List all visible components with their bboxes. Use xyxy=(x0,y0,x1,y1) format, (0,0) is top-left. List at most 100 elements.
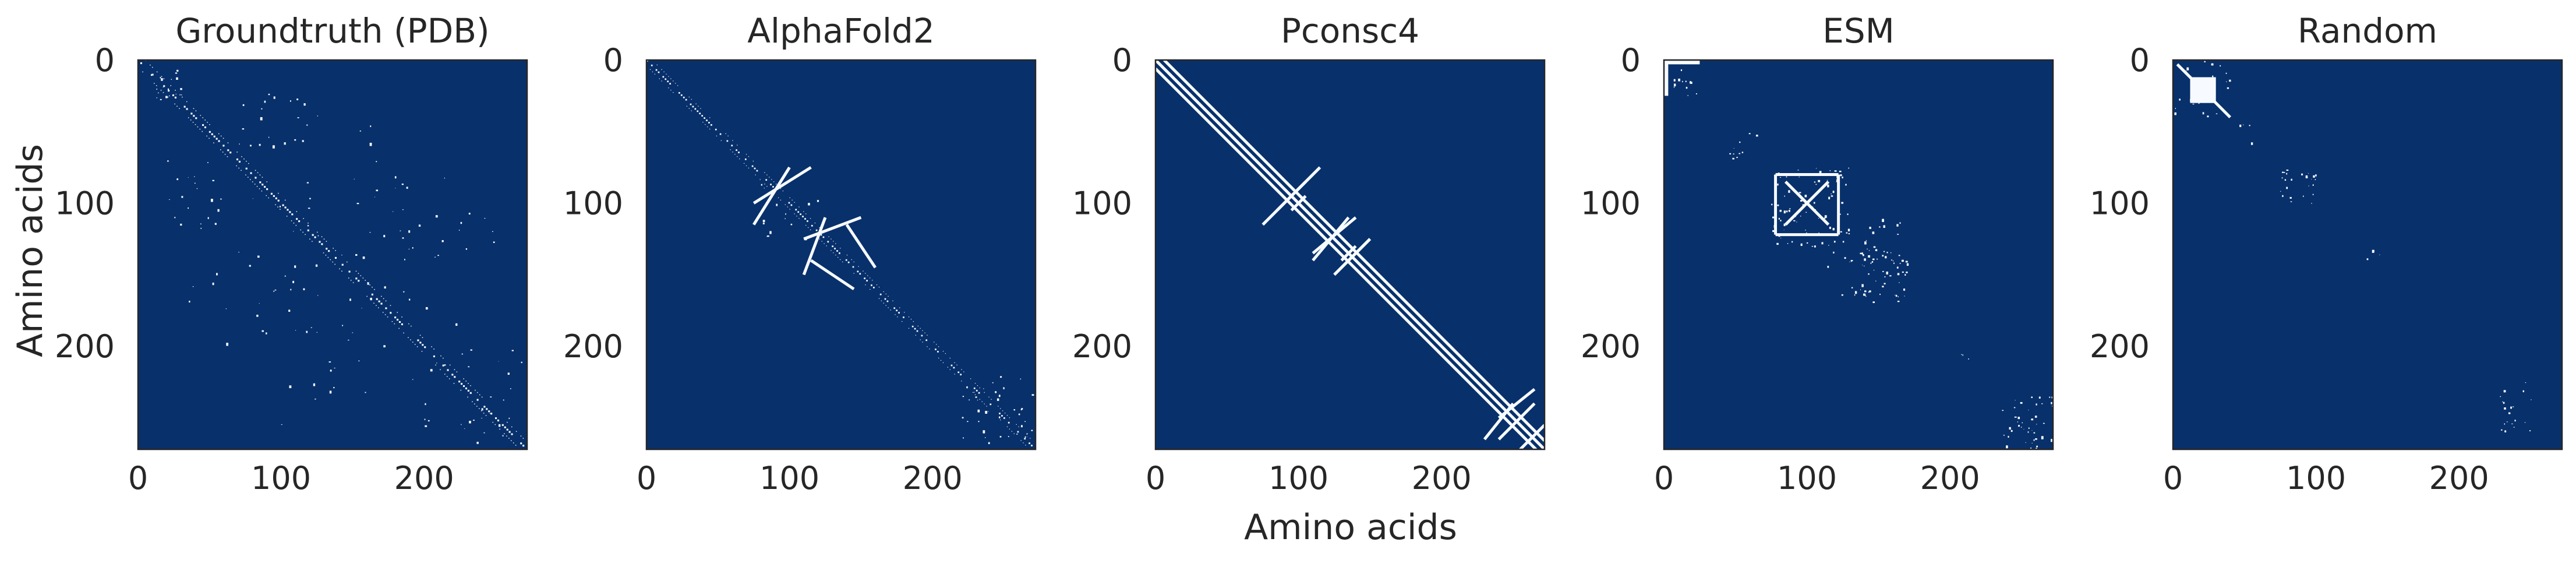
contact-cell xyxy=(1891,259,1893,261)
contact-cell xyxy=(408,298,411,301)
contact-cell xyxy=(962,396,964,397)
contact-cell xyxy=(1017,431,1019,433)
contact-cell xyxy=(1860,289,1861,290)
contact-cell xyxy=(352,332,354,333)
contact-cell xyxy=(683,96,685,98)
contact-cell xyxy=(798,218,800,219)
contact-cell xyxy=(2010,430,2013,432)
contact-cell xyxy=(659,78,660,79)
contact-cell xyxy=(1804,195,1807,198)
contact-cell xyxy=(2023,429,2024,430)
contact-cell xyxy=(2366,258,2369,261)
contact-cell xyxy=(1018,413,1020,416)
x-tick-label: 200 xyxy=(1920,460,1980,497)
contact-cell xyxy=(2033,432,2036,434)
contact-cell xyxy=(152,66,153,68)
contact-cell xyxy=(790,204,793,206)
x-tick-label: 0 xyxy=(128,460,148,497)
contact-cell xyxy=(2225,72,2227,74)
contact-cell xyxy=(1788,190,1790,193)
contact-cell xyxy=(268,136,270,138)
contact-cell xyxy=(412,247,414,249)
contact-cell xyxy=(785,213,786,215)
contact-cell xyxy=(1818,232,1819,234)
contact-cell xyxy=(200,223,202,225)
contact-cell xyxy=(356,203,359,205)
contact-cell xyxy=(2051,396,2053,398)
contact-cell xyxy=(401,316,402,318)
contact-cell xyxy=(839,252,840,254)
contact-cell xyxy=(294,265,296,268)
contact-cell xyxy=(354,178,355,180)
contact-cell xyxy=(1882,219,1884,222)
contact-cell xyxy=(867,275,868,276)
contact-cell xyxy=(245,167,248,170)
contact-cell xyxy=(461,353,463,355)
panel-3: ESM 0 100 200 0 100 200 xyxy=(1581,11,2054,497)
contact-cell xyxy=(515,431,517,432)
contact-cell xyxy=(2203,90,2204,91)
contact-cell xyxy=(259,181,262,184)
contact-cell xyxy=(2305,175,2308,178)
contact-cell xyxy=(688,108,690,109)
contact-cell xyxy=(397,319,399,321)
contact-cell xyxy=(1889,275,1892,277)
contact-cell xyxy=(378,300,380,302)
contact-cell xyxy=(217,209,220,212)
contact-cell xyxy=(662,76,665,78)
contact-cell xyxy=(2038,396,2041,399)
contact-cell xyxy=(192,286,194,287)
contact-cell xyxy=(1008,421,1010,424)
contact-cell xyxy=(289,100,291,102)
contact-cell xyxy=(2174,112,2176,115)
contact-cell xyxy=(1806,232,1807,234)
contact-cell xyxy=(1024,436,1026,438)
contact-cell xyxy=(366,295,368,297)
contact-cell xyxy=(1795,216,1796,217)
contact-line xyxy=(1333,238,1372,276)
contact-cell xyxy=(1013,409,1015,411)
contact-cell xyxy=(765,179,768,181)
contact-cell xyxy=(2210,81,2211,83)
contact-cell xyxy=(1009,428,1010,430)
contact-cell xyxy=(835,243,836,244)
contact-cell xyxy=(252,181,253,182)
contact-cell xyxy=(329,390,332,394)
contact-cell xyxy=(995,391,997,393)
contact-cell xyxy=(1732,157,1734,160)
x-tick-label: 100 xyxy=(1777,460,1837,497)
contact-cell xyxy=(180,88,182,90)
plot-frame xyxy=(137,59,528,451)
contact-cell xyxy=(973,387,976,389)
contact-line xyxy=(1312,216,1350,262)
contact-cell xyxy=(160,76,161,79)
contact-cell xyxy=(1802,204,1804,206)
contact-cell xyxy=(455,323,458,326)
contact-cell xyxy=(289,385,292,388)
contact-cell xyxy=(1904,274,1906,276)
contact-cell xyxy=(499,428,500,430)
contact-cell xyxy=(279,206,281,207)
contact-cell xyxy=(1811,245,1814,247)
contact-cell xyxy=(465,248,468,250)
contact-cell xyxy=(302,140,304,142)
contact-cell xyxy=(309,198,311,199)
contact-cell xyxy=(358,280,360,282)
contact-cell xyxy=(418,224,421,227)
contact-cell xyxy=(776,203,778,206)
contact-cell xyxy=(1029,442,1030,444)
contact-cell xyxy=(1854,291,1857,294)
contact-cell xyxy=(273,290,275,292)
contact-cell xyxy=(1879,226,1881,228)
y-tick-label: 100 xyxy=(1581,185,1641,222)
contact-cell xyxy=(200,227,202,229)
contact-cell xyxy=(1869,290,1871,293)
contact-cell xyxy=(373,302,374,304)
contact-cell xyxy=(188,117,189,118)
contact-cell xyxy=(798,206,800,207)
contact-cell xyxy=(1031,394,1034,396)
contact-cell xyxy=(2034,416,2037,418)
contact-cell xyxy=(819,238,820,240)
contact-cell xyxy=(369,142,372,146)
